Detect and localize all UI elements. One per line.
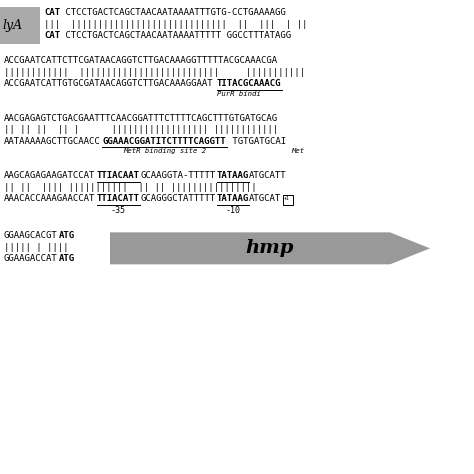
- Text: hmp: hmp: [246, 239, 294, 257]
- Text: MetR binding site 2: MetR binding site 2: [123, 148, 206, 155]
- Text: ATG: ATG: [58, 254, 74, 263]
- FancyBboxPatch shape: [283, 195, 293, 205]
- Text: AAACACCAAAGAACCAT: AAACACCAAAGAACCAT: [4, 194, 95, 203]
- Text: Met: Met: [292, 148, 304, 155]
- Text: GCAGGGCTATTTTT: GCAGGGCTATTTTT: [140, 194, 216, 203]
- Text: GGAAACGGATITCTTTTCAGGTT: GGAAACGGATITCTTTTCAGGTT: [102, 137, 226, 146]
- Text: ACCGAATCATTCTTCGATAACAGGTCTTGACAAAGGTTTTTACGCAAACGA: ACCGAATCATTCTTCGATAACAGGTCTTGACAAAGGTTTT…: [4, 56, 278, 65]
- Text: || ||  |||| |||||||||||  || || ||||||||||||||||: || || |||| ||||||||||| || || |||||||||||…: [4, 183, 256, 192]
- Text: ATG: ATG: [58, 231, 74, 240]
- Text: GCAAGGTA-TTTTT: GCAAGGTA-TTTTT: [140, 171, 216, 180]
- Text: CTCCTGACTCAGCTAACAATAAAATTTTT GGCCTTTATAGG: CTCCTGACTCAGCTAACAATAAAATTTTT GGCCTTTATA…: [60, 31, 292, 40]
- Text: GGAAGCACGT: GGAAGCACGT: [4, 231, 58, 240]
- Polygon shape: [110, 232, 430, 264]
- Text: ||||| | ||||: ||||| | ||||: [4, 243, 69, 252]
- Text: CAT: CAT: [44, 8, 60, 17]
- Text: TATAAG: TATAAG: [217, 194, 249, 203]
- Text: TITACGCAAACG: TITACGCAAACG: [217, 79, 281, 88]
- Text: AAGCAGAGAAGATCCAT: AAGCAGAGAAGATCCAT: [4, 171, 95, 180]
- Text: ATGCATT: ATGCATT: [249, 171, 287, 180]
- Text: ACCGAATCATTGTGCGATAACAGGTCTTGACAAAGGAAT: ACCGAATCATTGTGCGATAACAGGTCTTGACAAAGGAAT: [4, 79, 214, 88]
- Text: TGTGATGCAI: TGTGATGCAI: [228, 137, 287, 146]
- Text: -10: -10: [226, 206, 240, 215]
- Text: +1: +1: [284, 196, 290, 201]
- Text: ATGCAT: ATGCAT: [249, 194, 282, 203]
- Text: PurR bindi: PurR bindi: [217, 91, 260, 97]
- Text: lyA: lyA: [2, 19, 22, 32]
- Text: GGAAGACCAT: GGAAGACCAT: [4, 254, 58, 263]
- Text: || || ||  || |      |||||||||||||||||| ||||||||||||: || || || || | |||||||||||||||||| |||||||…: [4, 125, 278, 134]
- Text: ||||||||||||  ||||||||||||||||||||||||||     |||||||||||: |||||||||||| |||||||||||||||||||||||||| …: [4, 68, 305, 77]
- Text: |||  |||||||||||||||||||||||||||||  ||  |||  | ||: ||| ||||||||||||||||||||||||||||| || |||…: [44, 19, 307, 28]
- Text: AATAAAAAGCTTGCAACC: AATAAAAAGCTTGCAACC: [4, 137, 101, 146]
- Text: TTIACATT: TTIACATT: [97, 194, 140, 203]
- Text: TTIACAAT: TTIACAAT: [97, 171, 140, 180]
- FancyBboxPatch shape: [0, 7, 40, 44]
- Text: AACGAGAGTCTGACGAATTTCAACGGATTTCTTTTCAGCTTTGTGATGCAG: AACGAGAGTCTGACGAATTTCAACGGATTTCTTTTCAGCT…: [4, 114, 278, 123]
- Text: -35: -35: [111, 206, 126, 215]
- Text: CTCCTGACTCAGCTAACAATAAAATTTGTG-CCTGAAAAGG: CTCCTGACTCAGCTAACAATAAAATTTGTG-CCTGAAAAG…: [60, 8, 286, 17]
- Text: CAT: CAT: [44, 31, 60, 40]
- Text: TATAAG: TATAAG: [217, 171, 249, 180]
